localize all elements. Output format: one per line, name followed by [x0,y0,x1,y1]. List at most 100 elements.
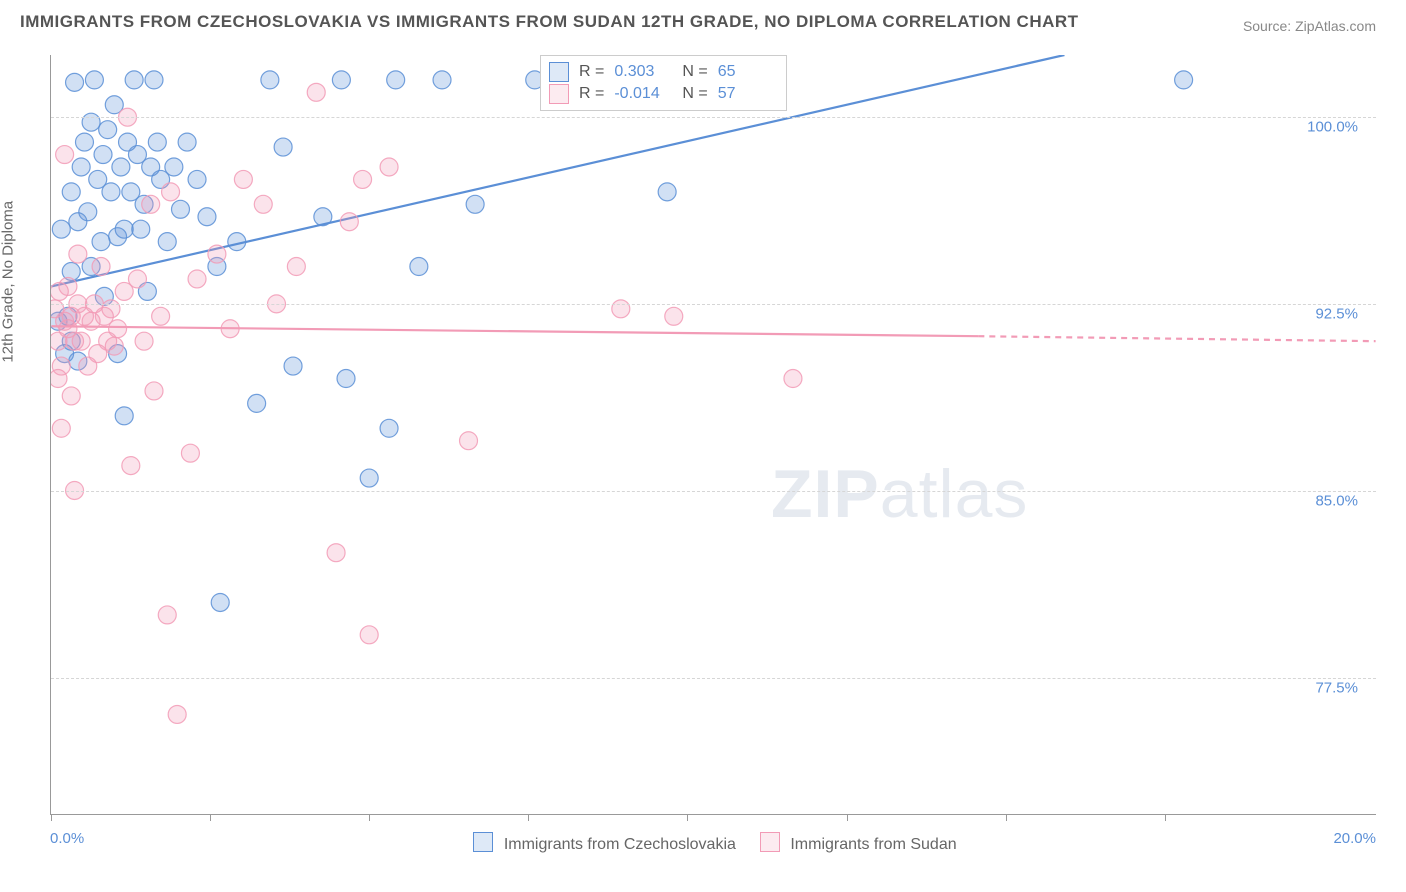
stats-legend-box: R =0.303N =65R =-0.014N =57 [540,55,787,111]
plot-area: ZIPatlas 100.0%92.5%85.0%77.5% [50,55,1376,815]
scatter-point [72,332,90,350]
chart-svg [51,55,1376,814]
scatter-point [380,158,398,176]
scatter-point [109,228,127,246]
scatter-point [188,170,206,188]
scatter-point [380,419,398,437]
scatter-point [198,208,216,226]
scatter-point [665,307,683,325]
scatter-point [188,270,206,288]
scatter-point [75,307,93,325]
scatter-point [82,312,100,330]
scatter-point [158,233,176,251]
scatter-point [208,258,226,276]
scatter-point [208,245,226,263]
scatter-point [178,133,196,151]
scatter-point [327,544,345,562]
scatter-point [135,195,153,213]
scatter-point [142,195,160,213]
scatter-point [162,183,180,201]
scatter-point [69,213,87,231]
scatter-point [228,233,246,251]
scatter-point [152,170,170,188]
scatter-point [340,213,358,231]
scatter-point [284,357,302,375]
scatter-point [171,200,189,218]
x-tick [369,814,370,821]
x-tick [847,814,848,821]
scatter-point [128,270,146,288]
gridline-h [51,678,1376,679]
legend-swatch [760,832,780,852]
scatter-point [410,258,428,276]
scatter-point [122,183,140,201]
scatter-point [145,382,163,400]
x-tick [1165,814,1166,821]
scatter-point [360,626,378,644]
y-tick-label: 85.0% [1315,493,1358,510]
source-label: Source: ZipAtlas.com [1243,18,1376,34]
scatter-point [221,320,239,338]
legend-swatch [549,84,569,104]
x-tick [687,814,688,821]
stats-n-value: 57 [718,85,776,103]
scatter-point [75,133,93,151]
scatter-point [354,170,372,188]
scatter-point [56,312,74,330]
scatter-point [99,121,117,139]
scatter-point [122,457,140,475]
scatter-point [360,469,378,487]
legend-swatch [473,832,493,852]
scatter-point [79,203,97,221]
scatter-point [181,444,199,462]
x-tick [210,814,211,821]
x-tick [1006,814,1007,821]
stats-r-label: R = [579,85,604,103]
scatter-point [142,158,160,176]
scatter-point [115,407,133,425]
scatter-point [332,71,350,89]
y-axis-label: 12th Grade, No Diploma [0,201,17,363]
scatter-point [85,71,103,89]
x-tick [528,814,529,821]
scatter-point [52,419,70,437]
scatter-point [82,258,100,276]
scatter-point [109,320,127,338]
scatter-point [51,312,67,330]
legend-label: Immigrants from Sudan [786,836,957,853]
gridline-h [51,117,1376,118]
scatter-point [211,593,229,611]
scatter-point [62,183,80,201]
stats-n-label: N = [682,85,707,103]
scatter-point [168,705,186,723]
scatter-point [387,71,405,89]
x-tick [51,814,52,821]
scatter-point [158,606,176,624]
scatter-point [79,357,97,375]
scatter-point [94,146,112,164]
scatter-point [115,220,133,238]
scatter-point [128,146,146,164]
scatter-point [62,263,80,281]
scatter-point [132,220,150,238]
scatter-point [138,282,156,300]
scatter-point [69,352,87,370]
scatter-point [119,133,137,151]
y-tick-label: 100.0% [1307,119,1358,136]
scatter-point [59,320,77,338]
scatter-point [105,96,123,114]
scatter-point [59,277,77,295]
scatter-point [92,258,110,276]
scatter-point [51,332,67,350]
scatter-point [145,71,163,89]
scatter-point [287,258,305,276]
trend-line [51,326,978,336]
scatter-point [274,138,292,156]
scatter-point [66,332,84,350]
scatter-point [165,158,183,176]
legend-swatch [549,62,569,82]
scatter-point [658,183,676,201]
trend-line [978,336,1375,341]
scatter-point [62,387,80,405]
scatter-point [89,345,107,363]
